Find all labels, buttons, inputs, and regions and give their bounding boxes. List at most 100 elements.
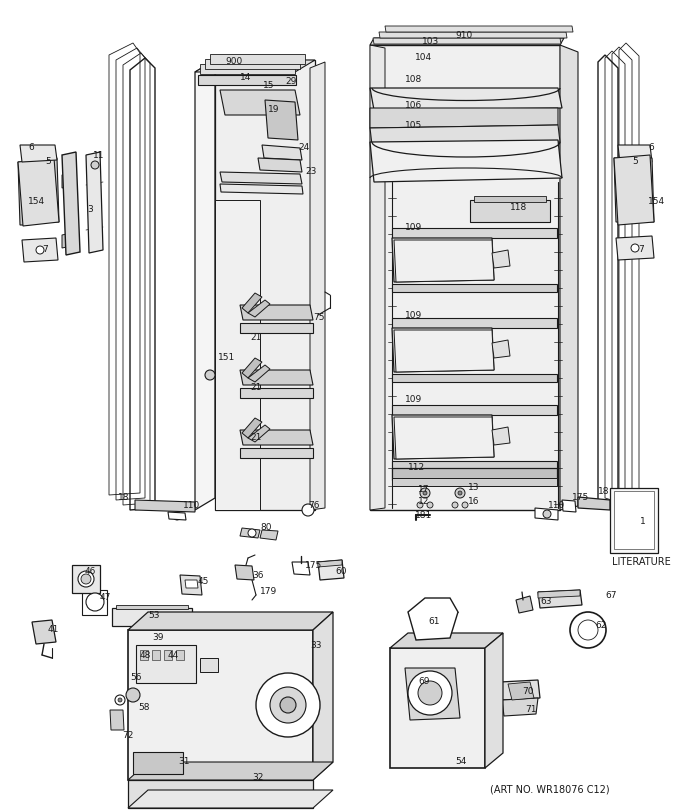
Text: 54: 54 [455, 757, 466, 766]
Bar [470, 200, 550, 222]
Circle shape [418, 681, 442, 705]
Polygon shape [392, 228, 557, 238]
Text: 7: 7 [42, 245, 48, 254]
Polygon shape [392, 284, 557, 292]
Circle shape [256, 673, 320, 737]
Circle shape [248, 529, 256, 537]
Polygon shape [198, 75, 296, 85]
Polygon shape [405, 668, 460, 720]
Polygon shape [392, 405, 557, 415]
Polygon shape [370, 140, 562, 182]
Polygon shape [416, 638, 450, 652]
Polygon shape [535, 508, 558, 520]
Polygon shape [616, 236, 654, 260]
Polygon shape [20, 145, 57, 162]
Polygon shape [370, 45, 560, 510]
Polygon shape [180, 575, 202, 595]
Text: 181: 181 [415, 511, 432, 521]
Text: 18: 18 [598, 488, 609, 497]
Circle shape [118, 698, 122, 702]
Text: 58: 58 [138, 704, 150, 713]
Circle shape [91, 161, 99, 169]
Text: 108: 108 [405, 75, 422, 84]
Circle shape [173, 512, 181, 520]
Text: 110: 110 [183, 501, 200, 509]
Polygon shape [185, 580, 198, 588]
Text: 151: 151 [218, 353, 235, 363]
Bar [176, 650, 184, 660]
Text: 80: 80 [260, 523, 271, 532]
Circle shape [423, 491, 427, 495]
Circle shape [458, 491, 462, 495]
Text: 175: 175 [305, 561, 322, 569]
Polygon shape [242, 293, 262, 313]
Circle shape [78, 571, 94, 587]
Text: 106: 106 [405, 100, 422, 109]
Text: 109: 109 [405, 224, 422, 232]
Circle shape [205, 370, 215, 380]
Text: 31: 31 [178, 757, 190, 766]
Text: 63: 63 [540, 598, 551, 607]
Polygon shape [492, 427, 510, 445]
Polygon shape [135, 500, 195, 512]
Circle shape [81, 574, 91, 584]
Polygon shape [128, 780, 313, 808]
Bar [133, 752, 183, 774]
Text: 112: 112 [408, 463, 425, 472]
Text: 53: 53 [148, 611, 160, 620]
Polygon shape [195, 60, 315, 72]
Polygon shape [492, 340, 510, 358]
Text: 13: 13 [468, 484, 479, 492]
Polygon shape [318, 560, 344, 580]
Polygon shape [262, 145, 302, 160]
Text: 5: 5 [632, 157, 638, 167]
Polygon shape [210, 54, 305, 64]
Polygon shape [392, 238, 494, 282]
Polygon shape [240, 323, 313, 333]
Bar [116, 605, 188, 609]
Polygon shape [614, 158, 620, 222]
Polygon shape [205, 59, 300, 69]
Polygon shape [390, 648, 485, 768]
Polygon shape [220, 184, 303, 194]
Polygon shape [240, 388, 313, 398]
Circle shape [462, 502, 468, 508]
Text: 61: 61 [428, 617, 439, 626]
Polygon shape [215, 60, 315, 510]
Text: 23: 23 [305, 168, 316, 177]
Polygon shape [562, 500, 576, 512]
Polygon shape [508, 682, 534, 700]
Polygon shape [392, 461, 557, 469]
Text: 75: 75 [313, 313, 324, 322]
Text: 18: 18 [118, 493, 129, 502]
Text: 7: 7 [638, 245, 644, 254]
Text: 109: 109 [405, 395, 422, 404]
Text: LITERATURE: LITERATURE [612, 557, 670, 567]
Circle shape [36, 246, 44, 254]
Text: 76: 76 [308, 501, 320, 509]
Text: 109: 109 [405, 310, 422, 319]
Bar [200, 658, 218, 672]
Text: 33: 33 [310, 641, 322, 650]
Text: 900: 900 [225, 58, 242, 66]
Text: 60: 60 [335, 568, 347, 577]
Text: 29: 29 [285, 78, 296, 87]
Text: 5: 5 [45, 157, 51, 167]
Text: 154: 154 [28, 198, 45, 207]
Polygon shape [500, 680, 540, 700]
Polygon shape [22, 238, 58, 262]
Polygon shape [648, 158, 654, 222]
Bar [474, 196, 546, 202]
Text: (ART NO. WR18076 C12): (ART NO. WR18076 C12) [490, 785, 610, 795]
Polygon shape [310, 62, 325, 510]
Circle shape [115, 695, 125, 705]
Circle shape [631, 244, 639, 252]
Polygon shape [260, 530, 278, 540]
Polygon shape [18, 162, 24, 225]
Polygon shape [168, 512, 186, 520]
Polygon shape [242, 358, 262, 378]
Text: 48: 48 [140, 650, 152, 659]
Polygon shape [195, 60, 215, 510]
Text: 12: 12 [418, 497, 429, 506]
Text: 56: 56 [130, 673, 141, 683]
